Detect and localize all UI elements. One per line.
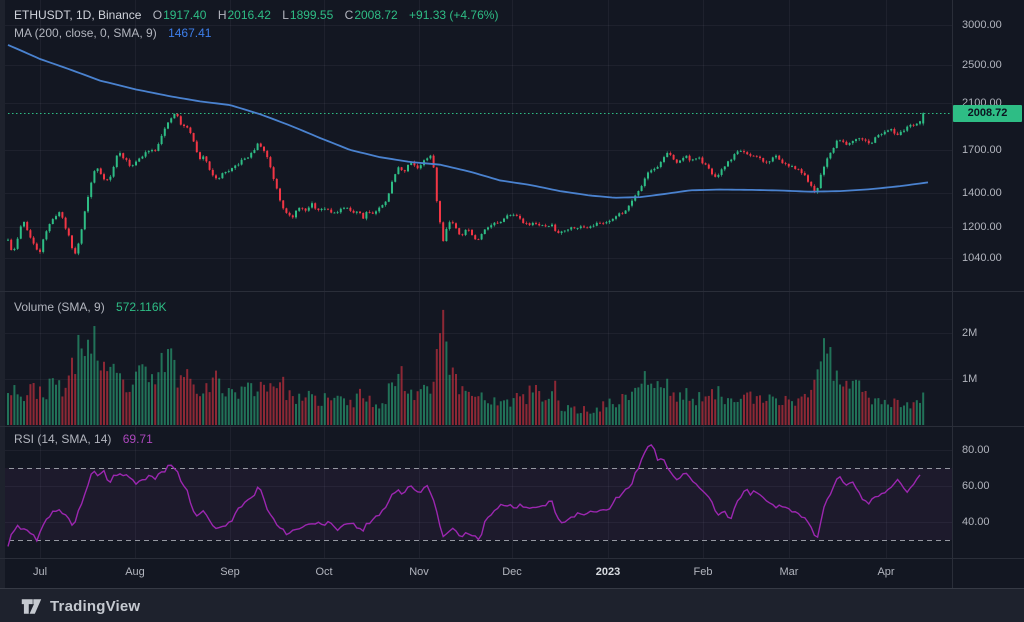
- price-axis-label: 1200.00: [962, 220, 1002, 233]
- footer-bar: TradingView: [0, 588, 1024, 622]
- time-axis-label: Oct: [315, 566, 333, 578]
- price-axis-border: [952, 0, 953, 588]
- price-axis-label: 1040.00: [962, 252, 1002, 265]
- price-axis-label: 1400.00: [962, 186, 1002, 199]
- low-label: L: [282, 8, 289, 22]
- symbol-title: ETHUSDT, 1D, Binance: [14, 8, 142, 22]
- pane-separator[interactable]: [0, 291, 1024, 292]
- pane-separator[interactable]: [0, 426, 1024, 427]
- price-axis-label: 2500.00: [962, 59, 1002, 72]
- ma-value: 1467.41: [168, 26, 212, 40]
- rsi-axis-label: 40.00: [962, 516, 990, 528]
- tradingview-logo-icon: [20, 598, 43, 615]
- rsi-legend: RSI (14, SMA, 14) 69.71: [14, 432, 153, 446]
- high-value: 2016.42: [227, 8, 271, 22]
- ma-label: MA (200, close, 0, SMA, 9): [14, 26, 157, 40]
- left-edge-strip: [0, 0, 5, 588]
- volume-label: Volume (SMA, 9): [14, 300, 105, 314]
- symbol-legend: ETHUSDT, 1D, Binance O1917.40 H2016.42 L…: [14, 8, 498, 22]
- time-axis-label: Feb: [693, 566, 713, 578]
- time-axis-border: [0, 558, 1024, 559]
- rsi-value: 69.71: [122, 432, 153, 446]
- low-value: 1899.55: [289, 8, 334, 22]
- volume-axis-label: 1M: [962, 373, 978, 385]
- rsi-pane[interactable]: [0, 427, 952, 558]
- time-axis-label: Dec: [502, 566, 522, 578]
- rsi-label: RSI (14, SMA, 14): [14, 432, 112, 446]
- tradingview-brand-text: TradingView: [50, 597, 141, 615]
- price-axis-label: 1700.00: [962, 143, 1002, 156]
- volume-value: 572.116K: [116, 300, 167, 314]
- price-scale[interactable]: 3000.00 2500.00 2100.00 1700.00 1400.00 1200.…: [953, 0, 1024, 558]
- high-label: H: [217, 8, 227, 22]
- time-axis-label: Jul: [32, 566, 48, 578]
- volume-legend: Volume (SMA, 9) 572.116K: [14, 300, 167, 314]
- open-value: 1917.40: [163, 8, 207, 22]
- time-axis-label: Mar: [779, 566, 799, 578]
- open-label: O: [152, 8, 163, 22]
- chart-canvas[interactable]: [0, 0, 952, 558]
- rsi-axis-label: 80.00: [962, 444, 990, 456]
- ma-legend: MA (200, close, 0, SMA, 9) 1467.41: [14, 26, 211, 40]
- time-axis-label: Sep: [220, 566, 240, 578]
- last-price-label: 2008.72: [953, 105, 1022, 122]
- price-pane[interactable]: [0, 0, 952, 291]
- tradingview-brand-link[interactable]: TradingView: [13, 598, 140, 615]
- volume-axis-label: 2M: [962, 327, 978, 339]
- rsi-axis-label: 60.00: [962, 480, 990, 492]
- close-label: C: [344, 8, 354, 22]
- close-value: 2008.72: [354, 8, 398, 22]
- price-axis-label: 3000.00: [962, 18, 1002, 31]
- time-axis-label: Nov: [409, 566, 429, 578]
- change-value: +91.33 (+4.76%): [409, 8, 499, 22]
- time-axis-label: Aug: [125, 566, 145, 578]
- time-axis-label: 2023: [595, 566, 621, 578]
- time-axis-label: Apr: [877, 566, 895, 578]
- time-scale[interactable]: Jul Aug Sep Oct Nov Dec 2023 Feb Mar Apr: [0, 558, 952, 588]
